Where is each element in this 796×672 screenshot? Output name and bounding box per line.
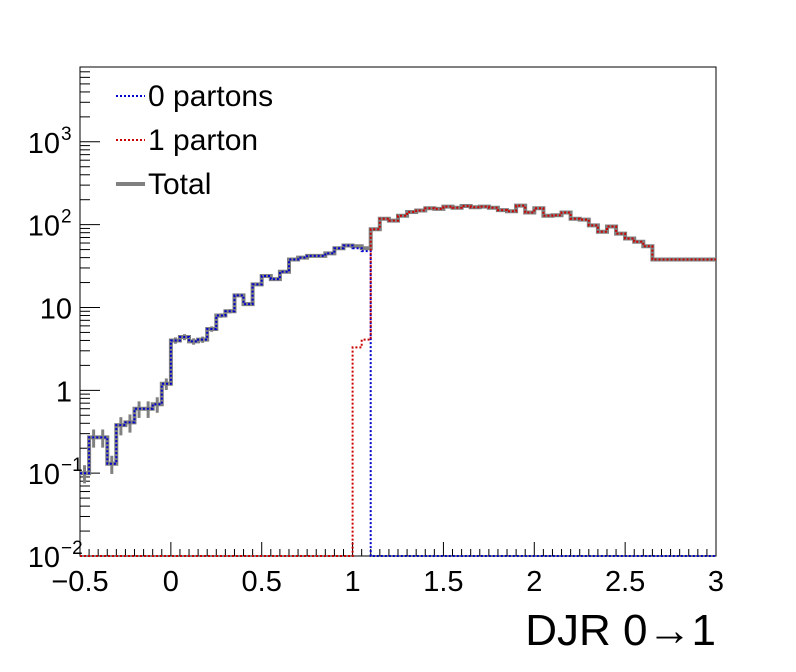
legend-label-1-parton: 1 parton bbox=[148, 124, 258, 157]
axis-ticks bbox=[79, 66, 717, 557]
y-tick-exponent: −2 bbox=[61, 538, 83, 559]
x-tick-label: 2.5 bbox=[605, 566, 645, 598]
legend: 0 partons 1 parton Total bbox=[116, 80, 273, 201]
x-tick-label: 1.5 bbox=[423, 566, 463, 598]
x-tick-label: 1 bbox=[345, 566, 361, 598]
x-tick-label: 2 bbox=[526, 566, 542, 598]
x-tick-label: 3 bbox=[708, 566, 724, 598]
y-tick-exponent: 2 bbox=[61, 207, 72, 228]
y-tick-label: 10 bbox=[28, 128, 60, 160]
x-tick-label: −0.5 bbox=[51, 566, 108, 598]
y-tick-label: 10 bbox=[28, 459, 60, 491]
y-tick-label: 10 bbox=[40, 293, 72, 325]
y-tick-label: 10 bbox=[28, 211, 60, 243]
x-tick-label: 0.5 bbox=[242, 566, 282, 598]
x-tick-labels: −0.5 0 0.5 1 1.5 2 2.5 3 bbox=[51, 566, 724, 598]
legend-label-total: Total bbox=[148, 168, 211, 201]
x-axis-title: DJR 0→1 bbox=[525, 606, 716, 655]
series-1-parton bbox=[80, 204, 716, 557]
y-tick-exponent: −1 bbox=[61, 455, 83, 476]
y-tick-label: 1 bbox=[56, 376, 72, 408]
y-tick-label: 10 bbox=[28, 542, 60, 574]
series-0-partons bbox=[80, 244, 716, 557]
x-tick-label: 0 bbox=[163, 566, 179, 598]
y-tick-exponent: 3 bbox=[61, 124, 72, 145]
legend-label-0-partons: 0 partons bbox=[148, 80, 273, 113]
series-layer bbox=[80, 203, 716, 557]
